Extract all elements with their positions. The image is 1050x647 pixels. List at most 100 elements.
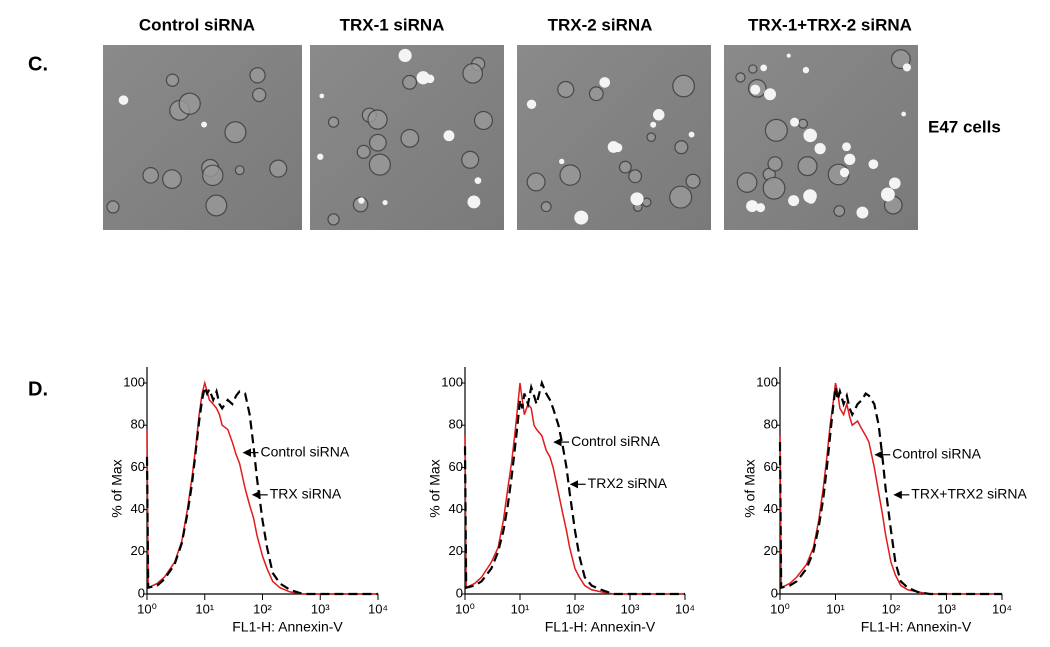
cell bbox=[672, 74, 695, 98]
apoptotic-cell bbox=[118, 95, 129, 105]
apoptotic-cell bbox=[688, 131, 695, 138]
apoptotic-cell bbox=[317, 153, 324, 160]
x-tick-label: 10² bbox=[253, 601, 272, 616]
apoptotic-cell bbox=[902, 63, 911, 72]
image-title: TRX-1 siRNA bbox=[340, 15, 445, 34]
cell bbox=[249, 67, 266, 84]
histogram-line bbox=[463, 379, 685, 596]
y-axis-label: % of Max bbox=[427, 459, 443, 517]
micrograph bbox=[517, 45, 711, 230]
image-title: TRX-2 siRNA bbox=[548, 15, 653, 34]
x-axis-label: FL1-H: Annexin-V bbox=[861, 619, 972, 635]
cell bbox=[559, 164, 581, 186]
apoptotic-cell bbox=[613, 143, 623, 153]
apoptotic-cell bbox=[802, 66, 810, 74]
cell bbox=[762, 176, 786, 200]
apoptotic-cell bbox=[803, 128, 818, 143]
y-axis-label: % of Max bbox=[742, 459, 758, 517]
apoptotic-cell bbox=[358, 197, 365, 204]
apoptotic-cell bbox=[746, 200, 759, 213]
cell bbox=[356, 144, 371, 159]
apoptotic-cell bbox=[764, 88, 777, 101]
apoptotic-cell bbox=[880, 187, 895, 202]
micrograph bbox=[724, 45, 918, 230]
histogram-line bbox=[778, 387, 1002, 596]
cell bbox=[462, 62, 484, 84]
apoptotic-cell bbox=[416, 71, 430, 85]
y-tick-label: 100 bbox=[123, 374, 145, 389]
cell bbox=[402, 74, 418, 90]
cell bbox=[368, 133, 387, 152]
y-tick-label: 40 bbox=[764, 501, 778, 516]
apoptotic-cell bbox=[790, 117, 800, 127]
y-tick-label: 60 bbox=[449, 459, 463, 474]
x-axis-label: FL1-H: Annexin-V bbox=[232, 619, 343, 635]
series-annotation: Control siRNA bbox=[260, 443, 349, 459]
micrograph-background bbox=[103, 45, 302, 230]
histogram-chart: 0 20 40 60 80 100 10⁰ 10¹ 10² 10³ 10⁴ FL1-H: Annexi… bbox=[742, 367, 1027, 635]
y-tick-label: 40 bbox=[449, 501, 463, 516]
cell bbox=[234, 165, 245, 176]
apoptotic-cell bbox=[839, 167, 850, 178]
y-axis-label: % of Max bbox=[109, 459, 125, 517]
y-tick-label: 20 bbox=[449, 543, 463, 558]
y-tick-label: 100 bbox=[756, 374, 778, 389]
cell bbox=[674, 140, 689, 155]
apoptotic-cell bbox=[201, 121, 208, 128]
micrograph bbox=[103, 45, 302, 230]
apoptotic-cell bbox=[559, 158, 565, 165]
series-annotation: TRX+TRX2 siRNA bbox=[911, 486, 1027, 502]
cell bbox=[400, 128, 420, 148]
x-tick-label: 10³ bbox=[937, 601, 956, 616]
x-tick-label: 10⁴ bbox=[368, 601, 388, 616]
cell bbox=[798, 118, 809, 129]
series-annotation: TRX siRNA bbox=[270, 486, 342, 502]
cell bbox=[178, 92, 201, 115]
apoptotic-cell bbox=[856, 206, 869, 219]
apoptotic-cell bbox=[474, 177, 482, 184]
series-annotation: Control siRNA bbox=[892, 445, 981, 461]
apoptotic-cell bbox=[814, 143, 826, 155]
apoptotic-cell bbox=[755, 203, 766, 213]
cell bbox=[557, 80, 575, 99]
apoptotic-cell bbox=[788, 195, 800, 207]
x-tick-label: 10⁰ bbox=[455, 601, 475, 616]
micrograph bbox=[310, 45, 504, 230]
cell bbox=[162, 169, 182, 189]
apoptotic-cell bbox=[599, 77, 611, 88]
cell bbox=[833, 205, 846, 217]
apoptotic-cell bbox=[760, 64, 768, 72]
cell-line-label: E47 cells bbox=[928, 117, 1001, 136]
apoptotic-cell bbox=[652, 109, 665, 121]
cell bbox=[735, 72, 746, 83]
apoptotic-cell bbox=[467, 195, 481, 209]
cell bbox=[764, 118, 788, 142]
x-tick-label: 10³ bbox=[621, 601, 640, 616]
histogram-line bbox=[464, 382, 685, 595]
y-tick-label: 0 bbox=[456, 585, 463, 600]
series-annotation: Control siRNA bbox=[571, 433, 660, 449]
cell bbox=[368, 153, 391, 176]
x-tick-label: 10¹ bbox=[826, 601, 845, 616]
apoptotic-cell bbox=[806, 194, 816, 204]
histogram-chart: 0 20 40 60 80 100 10⁰ 10¹ 10² 10³ 10⁴ FL1-H: Annexi… bbox=[427, 367, 695, 635]
cell bbox=[588, 86, 604, 102]
apoptotic-cell bbox=[901, 111, 907, 117]
cell bbox=[736, 172, 758, 193]
y-tick-label: 0 bbox=[771, 585, 778, 600]
y-tick-label: 80 bbox=[449, 417, 463, 432]
y-tick-label: 0 bbox=[138, 585, 145, 600]
apoptotic-cell bbox=[526, 99, 537, 110]
apoptotic-cell bbox=[382, 199, 388, 206]
cell bbox=[202, 164, 224, 187]
cell bbox=[618, 160, 632, 174]
y-tick-label: 80 bbox=[764, 417, 778, 432]
apoptotic-cell bbox=[650, 121, 657, 128]
x-tick-label: 10⁰ bbox=[770, 601, 790, 616]
cell bbox=[327, 116, 340, 128]
histogram-line bbox=[146, 380, 378, 595]
apoptotic-cell bbox=[574, 210, 589, 225]
image-title: Control siRNA bbox=[139, 15, 255, 34]
cell bbox=[106, 200, 120, 214]
